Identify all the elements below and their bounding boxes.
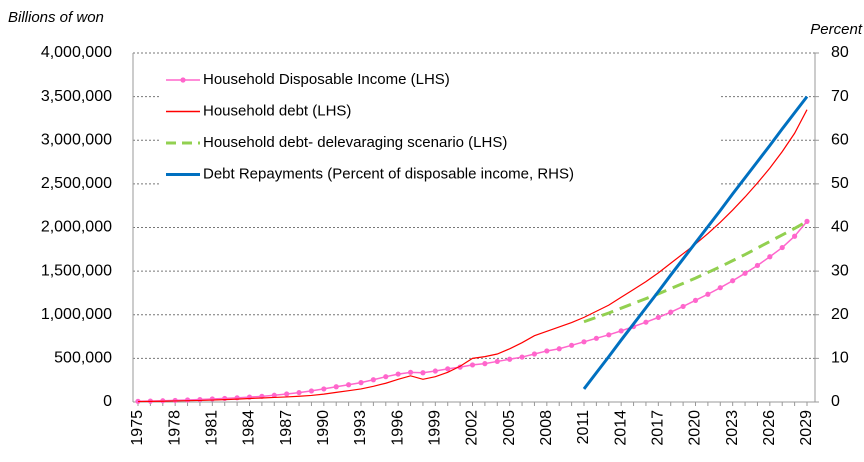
data-point <box>333 384 339 390</box>
data-point <box>507 356 513 362</box>
data-point <box>767 254 773 260</box>
data-point <box>531 351 538 357</box>
data-point <box>606 332 612 338</box>
legend-label: Household debt (LHS) <box>203 102 351 119</box>
x-tick-label: 2011 <box>575 410 592 445</box>
x-tick-label: 1981 <box>204 410 221 446</box>
y-tick-label: 2,000,000 <box>41 219 112 236</box>
data-point <box>643 319 649 325</box>
data-point <box>544 348 550 354</box>
y-tick-label: 500,000 <box>54 350 112 367</box>
series-line <box>583 220 808 324</box>
data-point <box>370 377 376 383</box>
data-point <box>618 328 624 334</box>
y-tick-label: 1,000,000 <box>41 306 112 323</box>
x-tick-label: 1990 <box>315 410 332 446</box>
data-point <box>420 370 426 376</box>
legend-box <box>160 64 720 190</box>
y2-tick-label: 70 <box>831 88 849 105</box>
data-point <box>321 386 327 392</box>
x-tick-label: 1975 <box>129 410 146 446</box>
legend-marker <box>180 77 186 83</box>
y2-tick-label: 20 <box>831 306 849 323</box>
data-point <box>308 388 315 394</box>
data-point <box>407 369 414 375</box>
data-point <box>655 314 661 320</box>
data-point <box>705 291 711 297</box>
data-point <box>494 358 500 365</box>
y2-tick-label: 60 <box>831 131 849 148</box>
data-point <box>358 380 364 386</box>
x-tick-label: 1996 <box>389 410 406 446</box>
data-point <box>197 396 203 403</box>
y2-axis-label: Percent <box>810 21 863 38</box>
data-point <box>730 278 736 284</box>
x-tick-label: 2002 <box>464 410 481 446</box>
series-line <box>137 220 808 403</box>
y-axis-label: Billions of won <box>8 9 104 26</box>
data-point <box>792 233 798 239</box>
data-point <box>209 396 215 402</box>
legend-label: Debt Repayments (Percent of disposable i… <box>203 165 574 182</box>
y-tick-label: 0 <box>103 393 112 410</box>
data-point <box>668 309 674 315</box>
data-point <box>284 391 290 397</box>
data-point <box>271 392 277 398</box>
x-tick-label: 1984 <box>241 410 258 446</box>
data-point <box>581 339 587 345</box>
y2-tick-label: 10 <box>831 350 849 367</box>
data-point <box>692 297 699 303</box>
data-point <box>395 371 401 377</box>
x-tick-label: 2017 <box>650 410 667 446</box>
data-point <box>717 285 723 291</box>
data-point <box>569 342 575 348</box>
x-tick-label: 1978 <box>166 410 183 446</box>
data-point <box>482 361 488 367</box>
data-point <box>383 374 389 380</box>
legend-label: Household Disposable Income (LHS) <box>203 71 450 88</box>
y-tick-label: 1,500,000 <box>41 262 112 279</box>
x-tick-label: 2014 <box>612 410 629 446</box>
data-point <box>742 270 748 276</box>
x-tick-label: 2008 <box>538 410 555 446</box>
x-tick-label: 1987 <box>278 410 295 446</box>
data-point <box>346 382 352 388</box>
x-tick-label: 2020 <box>687 410 704 446</box>
data-point <box>469 362 476 368</box>
x-tick-label: 2026 <box>761 410 778 446</box>
x-tick-label: 2029 <box>798 410 815 446</box>
legend-label: Household debt- delevaraging scenario (L… <box>203 134 507 151</box>
x-tick-label: 1993 <box>352 410 369 446</box>
data-point <box>754 262 761 269</box>
y-tick-label: 3,500,000 <box>41 88 112 105</box>
series-line <box>582 95 809 390</box>
y2-tick-label: 80 <box>831 44 849 61</box>
x-tick-label: 2005 <box>501 410 518 446</box>
x-tick-label: 1999 <box>427 410 444 446</box>
legend: Household Disposable Income (LHS) Househo… <box>160 64 720 190</box>
y-tick-label: 2,500,000 <box>41 175 112 192</box>
data-point <box>519 354 525 360</box>
data-point <box>445 366 451 372</box>
data-point <box>556 346 562 352</box>
data-point <box>804 218 810 224</box>
data-point <box>432 368 438 374</box>
data-point <box>680 303 686 310</box>
data-point <box>593 335 599 341</box>
y2-tick-label: 40 <box>831 219 849 236</box>
y2-tick-label: 30 <box>831 262 849 279</box>
data-point <box>779 244 785 251</box>
y2-tick-label: 0 <box>831 393 840 410</box>
data-point <box>296 389 302 396</box>
data-point <box>184 397 191 403</box>
y2-tick-label: 50 <box>831 175 849 192</box>
y-tick-label: 4,000,000 <box>41 44 112 61</box>
x-tick-label: 2023 <box>724 410 741 446</box>
y-tick-label: 3,000,000 <box>41 131 112 148</box>
